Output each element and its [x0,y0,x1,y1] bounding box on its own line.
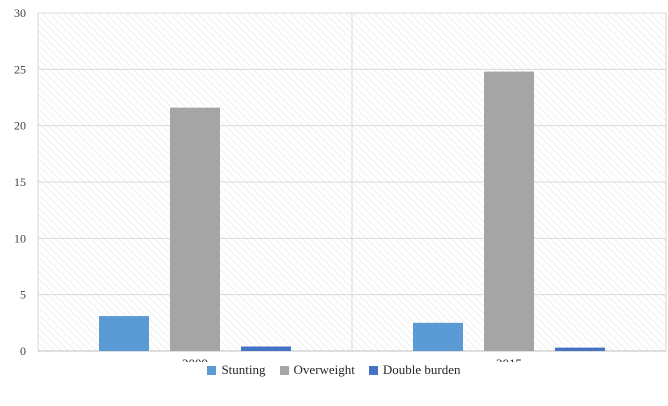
bar-overweight-2015 [484,71,534,351]
legend-swatch-stunting [207,365,217,375]
bar-stunting-2009 [99,316,149,351]
bar-overweight-2009 [170,107,220,351]
legend: Stunting Overweight Double burden [0,362,668,378]
x-axis: 2009 2015 [182,356,522,362]
legend-swatch-double-burden [368,365,378,375]
y-tick-label: 5 [20,288,26,302]
y-tick-label: 20 [14,119,26,133]
y-axis: 0 5 10 15 20 25 30 [14,6,26,358]
bar-chart: 0 5 10 15 20 25 30 2009 2015 [14,6,667,362]
x-tick-label: 2015 [496,356,522,362]
legend-swatch-overweight [279,365,289,375]
bars [99,71,605,351]
legend-item-overweight: Overweight [279,362,355,378]
bar-double-burden-2015 [555,347,605,351]
y-tick-label: 15 [14,175,26,189]
y-tick-label: 30 [14,6,26,20]
x-tick-label: 2009 [182,356,208,362]
gridlines [37,12,667,352]
legend-label-overweight: Overweight [293,362,355,377]
bar-stunting-2015 [413,322,463,351]
legend-item-stunting: Stunting [207,362,266,378]
legend-item-double-burden: Double burden [368,362,461,378]
y-tick-label: 0 [20,344,26,358]
y-tick-label: 25 [14,62,26,76]
bar-double-burden-2009 [241,346,291,351]
legend-label-stunting: Stunting [221,362,266,377]
legend-label-double-burden: Double burden [382,362,461,377]
y-tick-label: 10 [14,231,26,245]
